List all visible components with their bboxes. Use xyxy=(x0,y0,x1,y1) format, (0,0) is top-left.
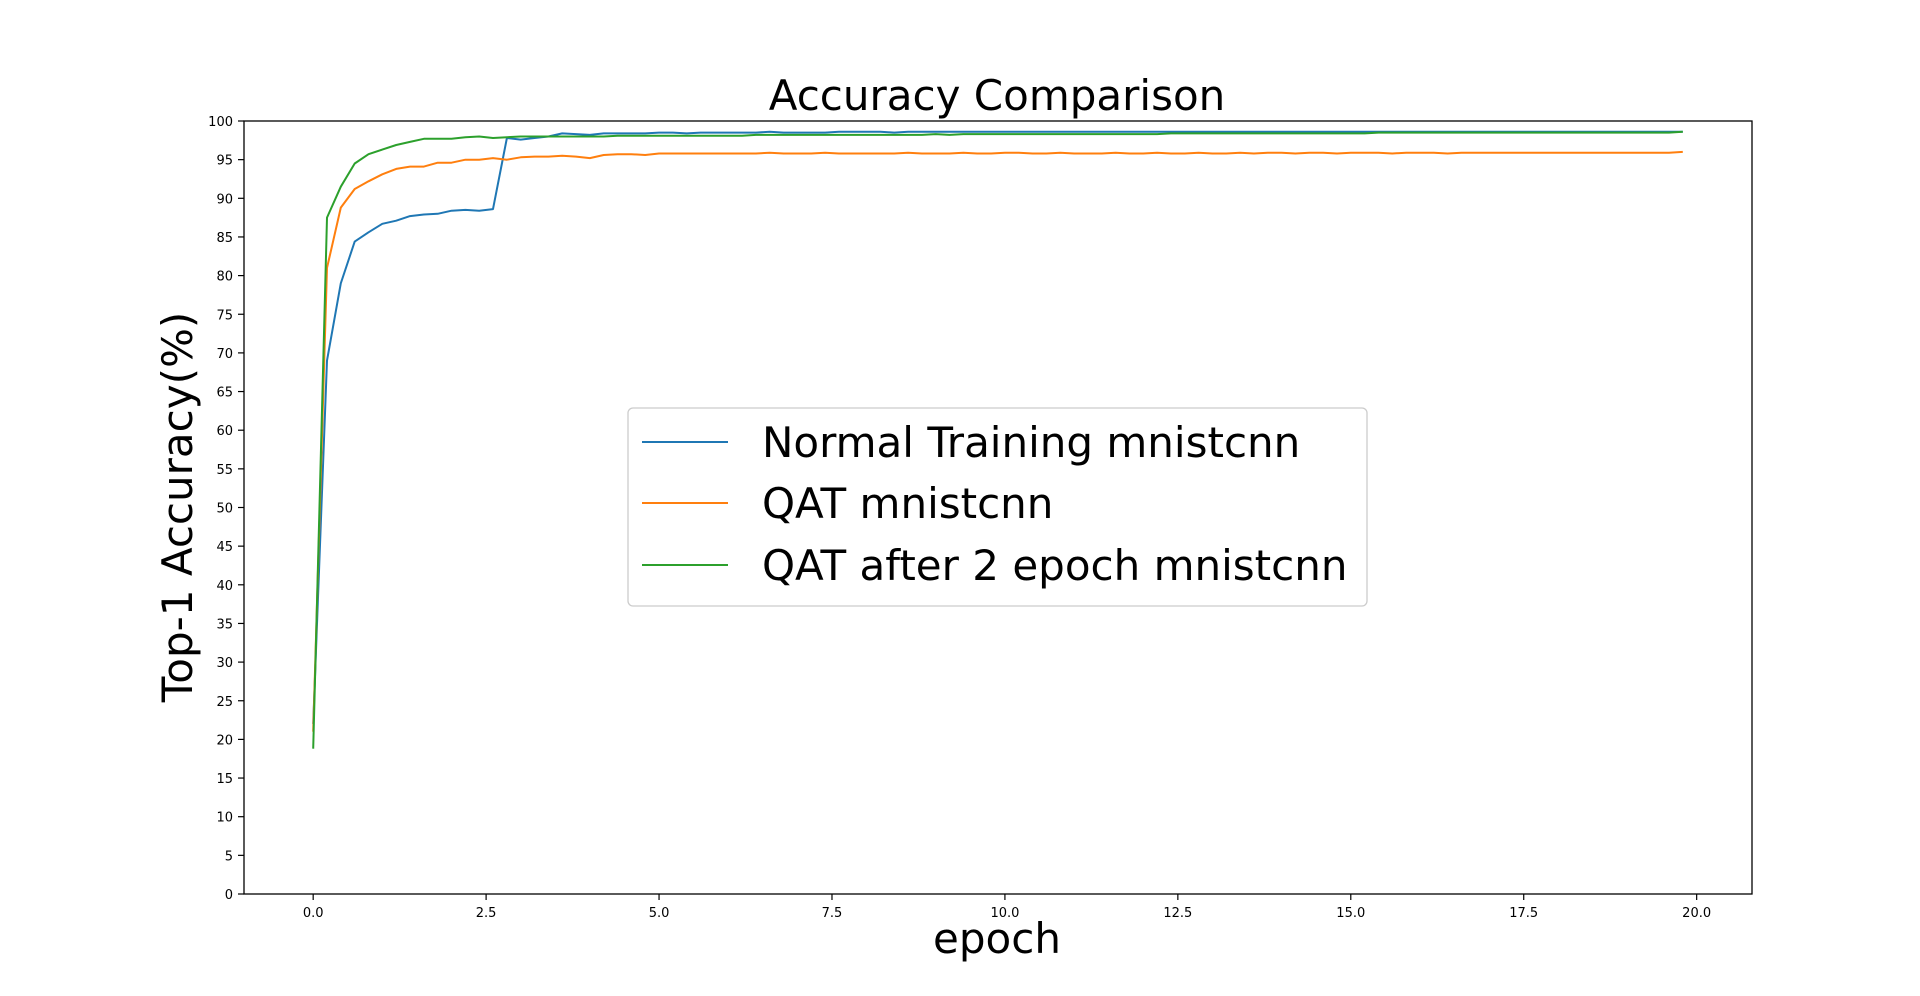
x-tick-label: 7.5 xyxy=(822,906,843,921)
y-axis-label: Top-1 Accuracy(%) xyxy=(153,312,202,704)
legend-frame xyxy=(627,407,1368,607)
x-tick-label: 12.5 xyxy=(1163,906,1192,921)
y-tick-label: 65 xyxy=(216,386,233,401)
x-tick-label: 5.0 xyxy=(649,906,670,921)
x-tick-label: 17.5 xyxy=(1509,906,1538,921)
y-tick-label: 10 xyxy=(216,811,233,826)
x-tick-label: 15.0 xyxy=(1336,906,1365,921)
legend: Normal Training mnistcnn QAT mnistcnn QAT … xyxy=(627,407,1368,607)
y-tick-label: 70 xyxy=(216,347,233,362)
y-tick-label: 50 xyxy=(216,502,233,517)
y-tick-label: 5 xyxy=(225,849,233,864)
series-line-2 xyxy=(312,150,1683,732)
x-axis-label: epoch xyxy=(933,914,1061,963)
x-tick-label: 2.5 xyxy=(476,906,497,921)
y-tick-label: 85 xyxy=(216,231,233,246)
y-tick-label: 15 xyxy=(216,772,233,787)
y-tick-label: 60 xyxy=(216,424,233,439)
legend-label-1: Normal Training mnistcnn xyxy=(762,418,1300,467)
x-tick-label: 10.0 xyxy=(990,906,1019,921)
plot-area xyxy=(312,130,1683,749)
y-tick-label: 40 xyxy=(216,579,233,594)
y-tick-label: 90 xyxy=(216,192,233,207)
legend-label-2: QAT mnistcnn xyxy=(762,479,1053,528)
legend-label-3: QAT after 2 epoch mnistcnn xyxy=(762,541,1347,590)
chart-title: Accuracy Comparison xyxy=(769,71,1226,120)
y-tick-label: 0 xyxy=(225,888,233,903)
series-line-3 xyxy=(312,130,1683,749)
y-tick-label: 35 xyxy=(216,617,233,632)
y-tick-label: 30 xyxy=(216,656,233,671)
y-axis: 0 5 10 15 20 25 30 35 40 45 50 55 60 65 70 75 80 85 90 95 10… xyxy=(208,115,244,903)
x-tick-label: 20.0 xyxy=(1682,906,1711,921)
y-tick-label: 100 xyxy=(208,115,233,130)
y-tick-label: 80 xyxy=(216,270,233,285)
y-tick-label: 95 xyxy=(216,154,233,169)
y-tick-label: 45 xyxy=(216,540,233,555)
x-tick-label: 0.0 xyxy=(303,906,324,921)
y-tick-label: 25 xyxy=(216,695,233,710)
y-tick-label: 55 xyxy=(216,463,233,478)
y-tick-label: 75 xyxy=(216,308,233,323)
y-tick-label: 20 xyxy=(216,733,233,748)
x-axis: 0.0 2.5 5.0 7.5 10.0 12.5 15.0 17.5 20.0 xyxy=(303,894,1711,921)
